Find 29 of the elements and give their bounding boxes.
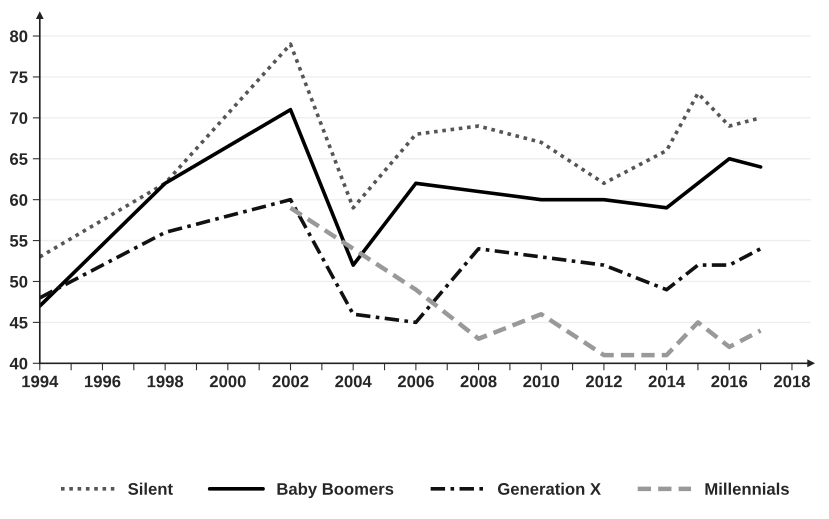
y-tick-label: 45 bbox=[10, 316, 28, 329]
x-tick-label: 2000 bbox=[210, 376, 246, 388]
legend-label: Millennials bbox=[705, 482, 789, 495]
x-tick-label: 2010 bbox=[523, 376, 560, 388]
y-tick-label: 65 bbox=[10, 153, 28, 165]
line-series bbox=[40, 198, 762, 324]
x-tick-label: 2018 bbox=[774, 376, 810, 388]
y-tick-label: 75 bbox=[10, 72, 28, 84]
x-tick-label: 2006 bbox=[398, 376, 434, 388]
y-tick-label: 50 bbox=[10, 276, 28, 288]
x-tick-label: 2002 bbox=[272, 376, 308, 388]
x-tick-label: 2014 bbox=[648, 376, 686, 388]
line-series bbox=[288, 206, 763, 358]
x-tick-label: 1994 bbox=[22, 376, 58, 388]
x-tick-label: 1998 bbox=[148, 376, 184, 388]
legend-label: Baby Boomers bbox=[277, 482, 394, 498]
y-tick-label: 80 bbox=[10, 30, 28, 42]
x-tick-label: 1996 bbox=[84, 376, 120, 388]
legend-label: Generation X bbox=[498, 482, 601, 495]
line-series bbox=[40, 108, 762, 308]
y-tick-label: 40 bbox=[10, 358, 28, 370]
y-tick-label: 70 bbox=[10, 112, 28, 124]
x-tick-label: 2004 bbox=[335, 376, 372, 388]
x-tick-label: 2012 bbox=[586, 376, 622, 388]
y-tick-label: 55 bbox=[10, 235, 28, 247]
x-tick-label: 2016 bbox=[711, 376, 748, 388]
y-tick-label: 60 bbox=[10, 194, 28, 206]
legend-label: Silent bbox=[128, 482, 173, 495]
x-tick-label: 2008 bbox=[460, 376, 497, 388]
